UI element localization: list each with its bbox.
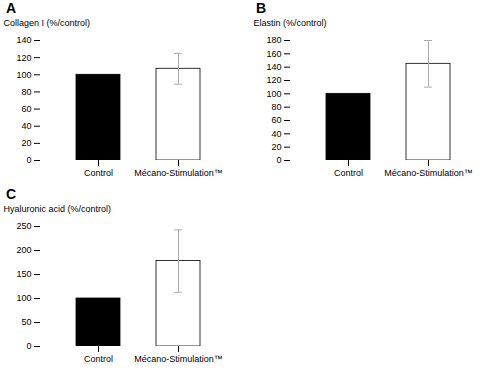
svg-text:40: 40	[21, 121, 31, 131]
svg-text:20: 20	[271, 142, 281, 152]
svg-text:100: 100	[16, 70, 31, 80]
svg-text:160: 160	[266, 49, 281, 59]
svg-text:60: 60	[271, 115, 281, 125]
svg-text:120: 120	[16, 53, 31, 63]
svg-text:250: 250	[16, 221, 31, 231]
svg-text:0: 0	[26, 341, 31, 351]
svg-text:100: 100	[16, 293, 31, 303]
svg-text:Elastin (%/control): Elastin (%/control)	[254, 18, 327, 28]
svg-text:150: 150	[16, 269, 31, 279]
svg-text:Mécano-Stimulation™: Mécano-Stimulation™	[384, 168, 473, 178]
svg-text:Control: Control	[84, 354, 113, 364]
html-text:A: A	[6, 0, 17, 16]
svg-text:Mécano-Stimulation™: Mécano-Stimulation™	[134, 354, 223, 364]
svg-text:60: 60	[21, 104, 31, 114]
svg-text:Hyaluronic acid (%/control): Hyaluronic acid (%/control)	[4, 204, 112, 214]
svg-text:40: 40	[271, 129, 281, 139]
svg-text:Mécano-Stimulation™: Mécano-Stimulation™	[134, 168, 223, 178]
svg-text:200: 200	[16, 245, 31, 255]
svg-text:180: 180	[266, 35, 281, 45]
svg-text:140: 140	[16, 35, 31, 45]
html-text:C: C	[6, 186, 17, 202]
svg-text:140: 140	[266, 62, 281, 72]
svg-text:80: 80	[21, 87, 31, 97]
svg-text:20: 20	[21, 138, 31, 148]
svg-text:100: 100	[266, 89, 281, 99]
svg-text:Control: Control	[84, 168, 113, 178]
svg-text:Control: Control	[334, 168, 363, 178]
svg-text:0: 0	[276, 155, 281, 165]
html-text:B: B	[256, 0, 267, 16]
svg-text:80: 80	[271, 102, 281, 112]
svg-text:50: 50	[21, 317, 31, 327]
svg-text:0: 0	[26, 155, 31, 165]
svg-text:Collagen I (%/control): Collagen I (%/control)	[4, 18, 91, 28]
svg-text:120: 120	[266, 75, 281, 85]
